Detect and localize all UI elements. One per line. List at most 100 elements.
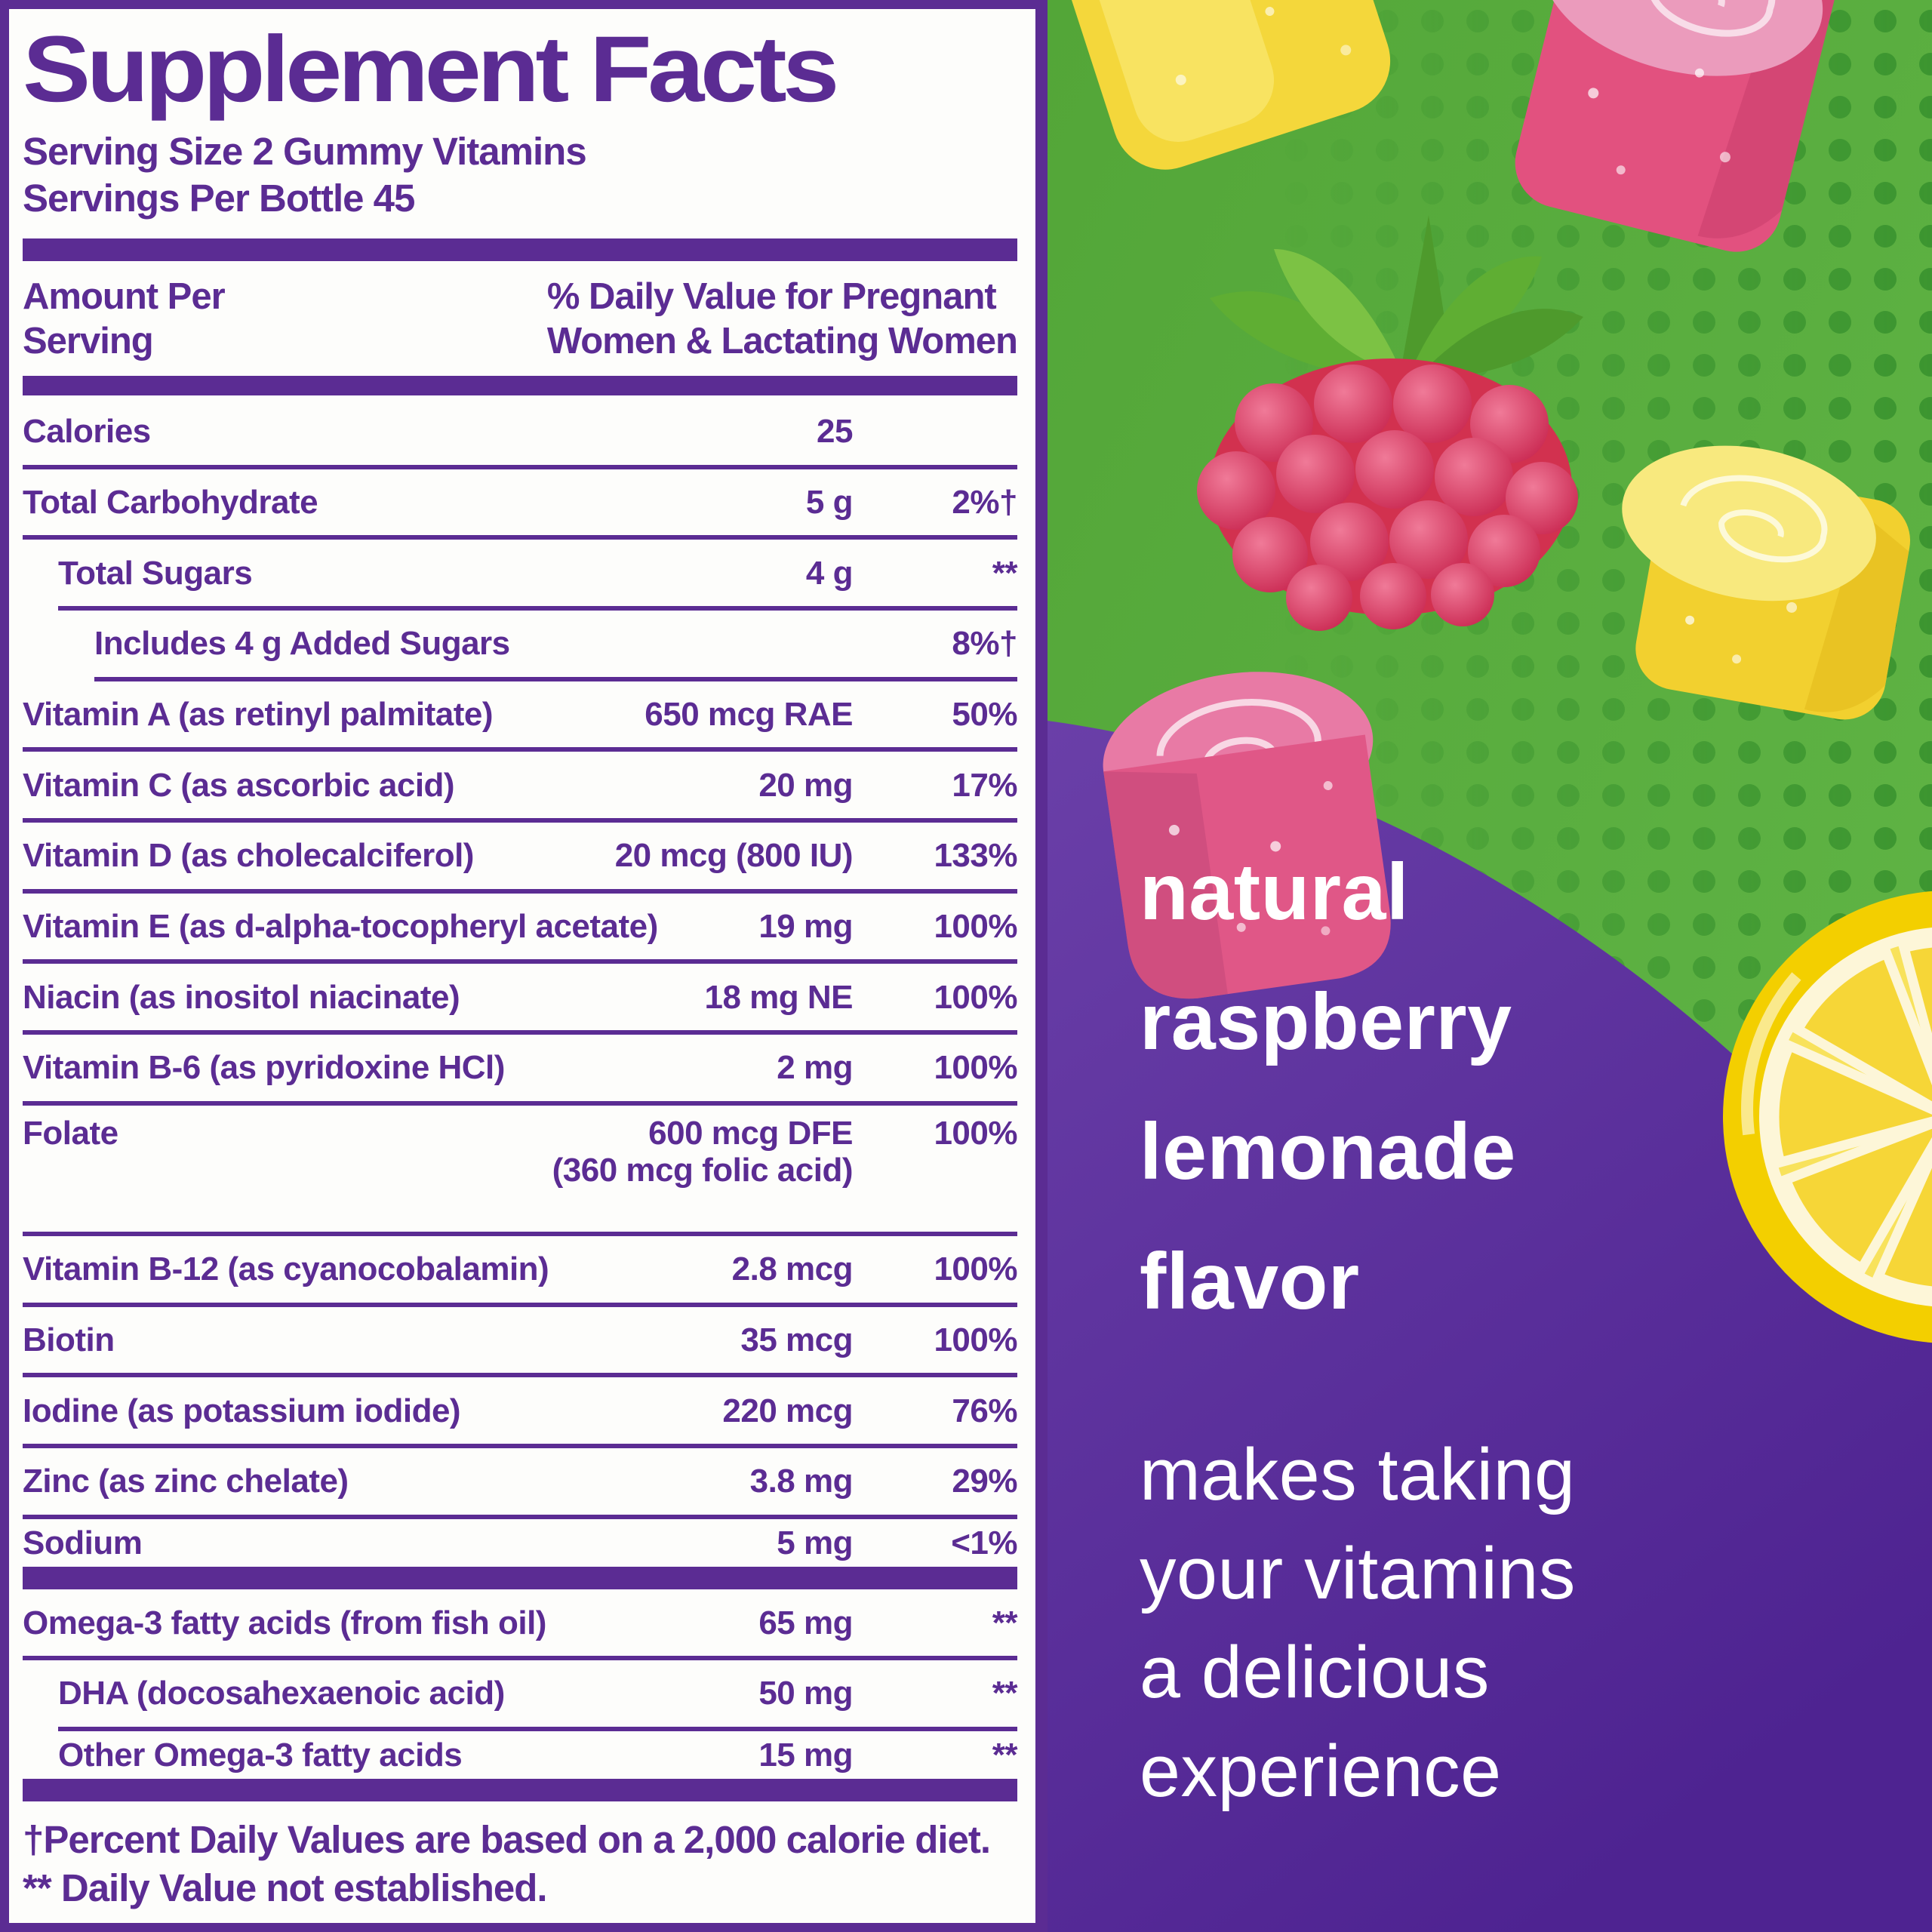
nutrient-amount: 20 mg [758, 766, 853, 804]
nutrient-daily-value: 100% [934, 1114, 1017, 1152]
row-separator [23, 535, 1017, 540]
divider-bar [23, 376, 1017, 396]
footnotes: †Percent Daily Values are based on a 2,0… [23, 1816, 1017, 1913]
nutrient-name: Includes 4 g Added Sugars [94, 625, 510, 663]
nutrient-name: Vitamin A (as retinyl palmitate) [23, 695, 494, 733]
supplement-facts-inner: Supplement Facts Serving Size 2 Gummy Vi… [9, 9, 1035, 1923]
nutrient-row-unit: Vitamin D (as cholecalciferol) 20 mcg (80… [23, 823, 1018, 894]
footnote-daily-values: †Percent Daily Values are based on a 2,0… [23, 1817, 991, 1861]
lemon-slice-icon [1723, 891, 1932, 1343]
flavor-art-graphic [1048, 0, 1932, 1932]
row-separator [23, 959, 1017, 964]
flavor-line: natural [1140, 848, 1409, 937]
row-separator [23, 888, 1017, 894]
nutrient-daily-value: 29% [952, 1463, 1017, 1500]
nutrient-row: Vitamin C (as ascorbic acid) 20 mg 17% [23, 752, 1018, 818]
nutrient-row: Sodium 5 mg <1% [23, 1519, 1018, 1567]
nutrient-name: Calories [23, 413, 151, 451]
nutrient-amount: 65 mg [758, 1604, 853, 1641]
gummy-raspberry-swirl-icon [1103, 672, 1391, 999]
gummy-raspberry-swirl-icon [1515, 0, 1847, 252]
nutrient-amount: 18 mg NE [704, 978, 853, 1016]
nutrient-amount: 3.8 mg [749, 1463, 854, 1500]
label-title: Supplement Facts [23, 17, 839, 122]
nutrient-row-unit: Vitamin E (as d-alpha-tocopheryl acetate… [23, 894, 1018, 964]
nutrient-row: Iodine (as potassium iodide) 220 mcg 76% [23, 1377, 1018, 1444]
nutrient-daily-value: 2%† [952, 483, 1017, 521]
nutrient-daily-value: 133% [934, 837, 1017, 875]
nutrient-amount: 2.8 mcg [731, 1251, 854, 1288]
supplement-facts-label: Supplement Facts Serving Size 2 Gummy Vi… [0, 0, 1048, 1932]
nutrient-row-unit: Total Sugars 4 g ** [23, 540, 1018, 611]
nutrient-name: Omega-3 fatty acids (from fish oil) [23, 1604, 546, 1641]
nutrient-name: Biotin [23, 1321, 115, 1358]
nutrient-row: Total Sugars 4 g ** [23, 540, 1018, 606]
tagline-line: makes taking [1140, 1433, 1576, 1515]
tagline-line: experience [1140, 1730, 1502, 1812]
row-separator [23, 1030, 1017, 1035]
flavor-line: raspberry [1140, 977, 1512, 1066]
nutrient-row-unit: Vitamin A (as retinyl palmitate) 650 mcg … [23, 681, 1018, 752]
nutrient-rows: Calories 25 Total Carbohydrate 5 g 2%† Total … [23, 398, 1018, 1802]
nutrient-name: Folate [23, 1114, 118, 1152]
purple-swoosh [1048, 721, 1932, 1932]
row-separator [23, 1656, 1017, 1661]
nutrient-amount: 25 [817, 413, 853, 451]
nutrient-daily-value: ** [992, 1604, 1018, 1641]
divider-bar [23, 1779, 1017, 1802]
nutrient-daily-value: ** [992, 554, 1018, 592]
nutrient-name: Niacin (as inositol niacinate) [23, 978, 460, 1016]
nutrient-row: Zinc (as zinc chelate) 3.8 mg 29% [23, 1448, 1018, 1515]
nutrient-row-unit: Sodium 5 mg <1% [23, 1519, 1018, 1590]
nutrient-amount: 5 g [805, 483, 854, 521]
nutrient-row: Total Carbohydrate 5 g 2%† [23, 469, 1018, 536]
row-separator [23, 1444, 1017, 1449]
nutrient-daily-value: 50% [952, 695, 1017, 733]
nutrient-daily-value: ** [992, 1736, 1018, 1774]
nutrient-row: Vitamin A (as retinyl palmitate) 650 mcg … [23, 681, 1018, 748]
nutrient-amount: 5 mg [777, 1524, 853, 1561]
nutrient-daily-value: <1% [951, 1524, 1017, 1561]
nutrient-name: Vitamin E (as d-alpha-tocopheryl acetate… [23, 907, 658, 945]
nutrient-row: Omega-3 fatty acids (from fish oil) 65 mg… [23, 1589, 1018, 1656]
nutrient-name: Other Omega-3 fatty acids [58, 1736, 463, 1774]
nutrient-row-unit: Zinc (as zinc chelate) 3.8 mg 29% [23, 1448, 1018, 1519]
nutrient-amount: 20 mcg (800 IU) [614, 837, 854, 875]
nutrient-row: Vitamin B-12 (as cyanocobalamin) 2.8 mcg 1… [23, 1236, 1018, 1303]
divider-bar [23, 1567, 1017, 1590]
nutrient-daily-value: 100% [934, 978, 1017, 1016]
footnote-not-established: ** Daily Value not established. [23, 1866, 548, 1909]
gummy-yellow-icon [1056, 0, 1391, 170]
row-separator [23, 464, 1017, 469]
nutrient-name: Iodine (as potassium iodide) [23, 1392, 461, 1429]
row-separator [23, 1302, 1017, 1307]
nutrient-name: Vitamin B-12 (as cyanocobalamin) [23, 1251, 549, 1288]
row-separator [94, 676, 1017, 681]
nutrient-row: Niacin (as inositol niacinate) 18 mg NE 10… [23, 964, 1018, 1030]
nutrient-daily-value: 100% [934, 1251, 1017, 1288]
nutrient-name: Zinc (as zinc chelate) [23, 1463, 349, 1500]
nutrient-row: Includes 4 g Added Sugars 8%† [23, 611, 1018, 677]
tagline-line: your vitamins [1140, 1532, 1576, 1614]
nutrient-row-unit: Iodine (as potassium iodide) 220 mcg 76% [23, 1377, 1018, 1449]
row-separator [23, 1100, 1017, 1106]
nutrient-amount: 600 mcg DFE (360 mcg folic acid) [552, 1114, 854, 1189]
nutrient-name: Vitamin C (as ascorbic acid) [23, 766, 455, 804]
nutrient-daily-value: 100% [934, 907, 1017, 945]
nutrient-row-unit: Total Carbohydrate 5 g 2%† [23, 469, 1018, 540]
flavor-name-text: natural raspberry lemonade flavor [1140, 827, 1516, 1346]
nutrient-amount: 15 mg [758, 1736, 853, 1774]
nutrient-daily-value: 100% [934, 1321, 1017, 1358]
nutrient-daily-value: 8%† [952, 625, 1017, 663]
serving-size-text: Serving Size 2 Gummy Vitamins [23, 130, 587, 173]
nutrient-row: Folate 600 mcg DFE (360 mcg folic acid) 100… [23, 1106, 1018, 1232]
nutrient-row-unit: Includes 4 g Added Sugars 8%† [23, 611, 1018, 681]
nutrient-row: Vitamin E (as d-alpha-tocopheryl acetate… [23, 894, 1018, 960]
gummy-lemon-swirl-icon [1622, 445, 1911, 720]
nutrient-row-unit: DHA (docosahexaenoic acid) 50 mg ** [23, 1660, 1018, 1731]
nutrient-row: Vitamin D (as cholecalciferol) 20 mcg (80… [23, 823, 1018, 889]
nutrient-name: Vitamin D (as cholecalciferol) [23, 837, 474, 875]
serving-info: Serving Size 2 Gummy Vitamins Servings P… [23, 128, 1017, 222]
nutrient-row-unit: Vitamin C (as ascorbic acid) 20 mg 17% [23, 752, 1018, 823]
